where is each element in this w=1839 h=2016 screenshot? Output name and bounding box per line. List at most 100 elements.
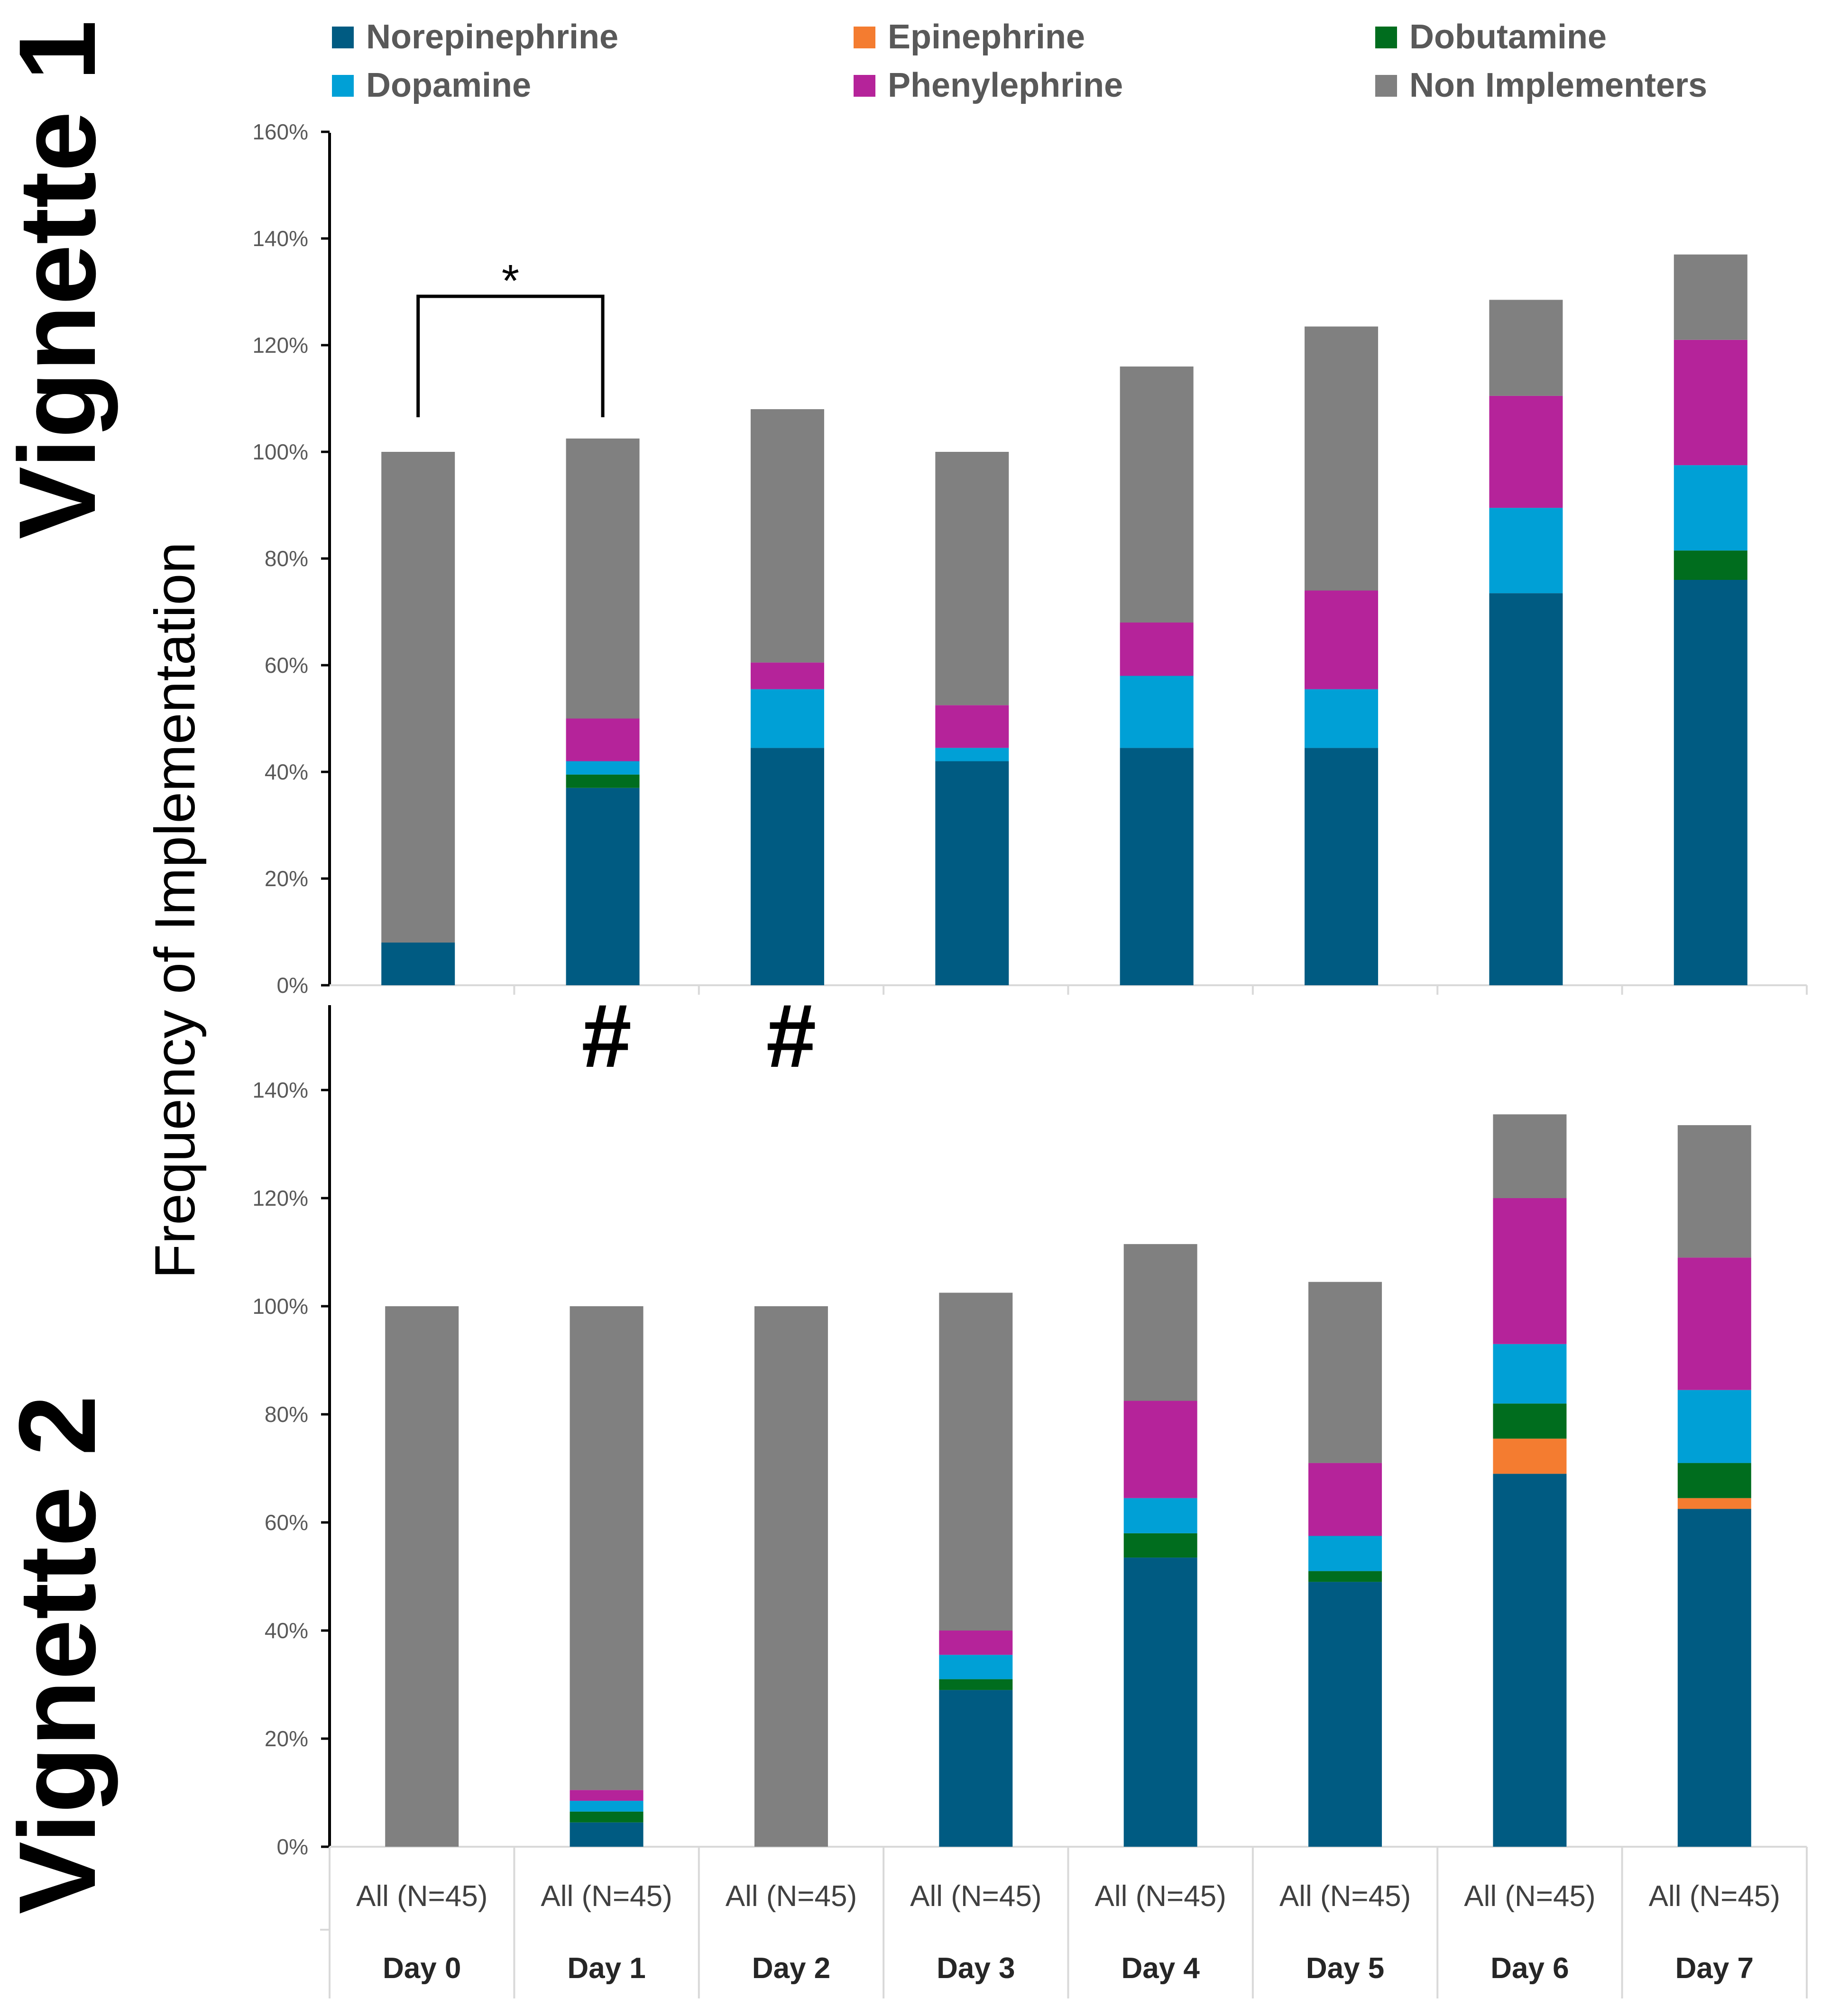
v2-y-tick-label: 140% xyxy=(252,1078,308,1102)
legend-swatch-phenylephrine xyxy=(854,75,875,97)
hash-mark-day-2: # xyxy=(766,986,817,1086)
legend: Norepinephrine Epinephrine Dobutamine Dopam… xyxy=(332,18,1707,104)
legend-swatch-dobutamine xyxy=(1375,27,1397,48)
v1-bar-day-6-norepinephrine xyxy=(1489,593,1563,985)
v2-y-tick-label: 0% xyxy=(277,1834,308,1859)
v1-bar-day-2-phenylephrine xyxy=(750,662,824,689)
v2-bar-day-6-phenylephrine xyxy=(1493,1198,1567,1344)
v1-bar-day-2-non-implementers xyxy=(750,409,824,663)
v1-bar-day-1-dopamine xyxy=(566,761,640,775)
significance-bracket xyxy=(416,294,605,417)
vignette-2-title: Vignette 2 xyxy=(0,1395,118,1915)
v2-bar-day-7-dopamine xyxy=(1677,1390,1751,1463)
v1-y-tick-label: 140% xyxy=(252,226,308,251)
category-label-day-6: Day 6 xyxy=(1490,1952,1569,1985)
vignette-1-panel: 0% 20% 40% 60% 80% 100% 120% 140% 160% xyxy=(252,119,1808,998)
legend-label-dobutamine: Dobutamine xyxy=(1409,18,1607,56)
vignette-2-panel: 0% 20% 40% 60% 80% 100% 120% 140% xyxy=(252,1005,1807,1859)
v2-bar-day-3-dopamine xyxy=(939,1655,1013,1679)
v1-bar-day-1-norepinephrine xyxy=(566,788,640,985)
category-label-day-2: Day 2 xyxy=(752,1952,830,1985)
category-label-day-7: Day 7 xyxy=(1675,1952,1754,1985)
v1-y-tick-label: 20% xyxy=(265,866,308,891)
legend-label-epinephrine: Epinephrine xyxy=(888,18,1085,56)
v1-bar-day-3-non-implementers xyxy=(935,452,1009,706)
category-sublabel-day-7: All (N=45) xyxy=(1649,1880,1780,1913)
hash-mark-day-1: # xyxy=(581,986,632,1086)
category-label-day-4: Day 4 xyxy=(1121,1952,1200,1985)
v2-bar-day-6-dopamine xyxy=(1493,1344,1567,1404)
v1-y-tick-label: 60% xyxy=(265,653,308,678)
legend-label-dopamine: Dopamine xyxy=(366,66,531,104)
v2-bar-day-7-phenylephrine xyxy=(1677,1257,1751,1390)
category-label-day-3: Day 3 xyxy=(937,1952,1015,1985)
v1-y-tick-label: 160% xyxy=(252,119,308,144)
v2-bar-day-1-non-implementers xyxy=(570,1306,644,1790)
v2-bar-day-4-non-implementers xyxy=(1123,1244,1197,1401)
v1-bar-day-6-dopamine xyxy=(1489,508,1563,594)
v2-bar-day-3-phenylephrine xyxy=(939,1631,1013,1655)
v2-bar-day-4-norepinephrine xyxy=(1123,1558,1197,1847)
v2-y-tick-label: 60% xyxy=(265,1510,308,1535)
category-label-day-0: Day 0 xyxy=(383,1952,461,1985)
v1-bar-day-3-dopamine xyxy=(935,748,1009,761)
v2-bar-day-4-dobutamine xyxy=(1123,1533,1197,1558)
category-label-day-1: Day 1 xyxy=(567,1952,645,1985)
v1-y-tick-label: 120% xyxy=(252,333,308,357)
v2-y-tick-label: 40% xyxy=(265,1618,308,1643)
v1-bar-day-5-phenylephrine xyxy=(1305,590,1379,689)
category-axis: All (N=45) Day 0 All (N=45) Day 1 All (N=45)… xyxy=(320,1847,1808,1998)
v1-bar-day-7-dobutamine xyxy=(1673,550,1747,580)
v2-bar-day-0-non-implementers xyxy=(385,1306,459,1847)
legend-label-norepinephrine: Norepinephrine xyxy=(366,18,618,56)
v1-bar-day-3-phenylephrine xyxy=(935,705,1009,748)
v2-bar-day-6-non-implementers xyxy=(1493,1114,1567,1198)
v1-bar-day-3-norepinephrine xyxy=(935,761,1009,985)
annotations: * # # xyxy=(416,256,817,1086)
v1-bar-day-5-dopamine xyxy=(1305,689,1379,748)
vignette-1-title: Vignette 1 xyxy=(0,20,118,540)
v1-y-tick-label: 0% xyxy=(277,973,308,998)
category-sublabel-day-5: All (N=45) xyxy=(1279,1880,1411,1913)
category-sublabel-day-6: All (N=45) xyxy=(1464,1880,1595,1913)
legend-label-non-implementers: Non Implementers xyxy=(1409,66,1707,104)
v1-bar-day-5-non-implementers xyxy=(1305,326,1379,591)
v1-bar-day-7-dopamine xyxy=(1673,465,1747,551)
legend-label-phenylephrine: Phenylephrine xyxy=(888,66,1123,104)
category-sublabel-day-3: All (N=45) xyxy=(910,1880,1041,1913)
v1-bar-day-4-dopamine xyxy=(1120,676,1194,748)
v2-bar-day-7-dobutamine xyxy=(1677,1463,1751,1498)
v2-bar-day-5-non-implementers xyxy=(1308,1282,1382,1463)
v2-bar-day-1-phenylephrine xyxy=(570,1790,644,1801)
v1-bar-day-1-dobutamine xyxy=(566,774,640,788)
v1-bar-day-1-non-implementers xyxy=(566,438,640,719)
v2-bar-day-1-norepinephrine xyxy=(570,1822,644,1847)
v2-bar-day-1-dopamine xyxy=(570,1801,644,1812)
v2-bar-day-7-epinephrine xyxy=(1677,1498,1751,1509)
v1-bar-day-2-norepinephrine xyxy=(750,748,824,985)
v2-y-tick-label: 100% xyxy=(252,1294,308,1319)
v1-bar-day-4-norepinephrine xyxy=(1120,748,1194,985)
category-sublabel-day-1: All (N=45) xyxy=(541,1880,672,1913)
v1-y-tick-label: 100% xyxy=(252,440,308,464)
v1-y-tick-label: 80% xyxy=(265,546,308,571)
y-axis-label: Frequency of Implementation xyxy=(143,542,207,1279)
v1-bar-day-1-phenylephrine xyxy=(566,718,640,761)
v1-bar-day-0-norepinephrine xyxy=(381,943,455,985)
category-sublabel-day-2: All (N=45) xyxy=(726,1880,857,1913)
legend-swatch-norepinephrine xyxy=(332,27,354,48)
v1-y-tick-label: 40% xyxy=(265,760,308,784)
v2-bar-day-3-dobutamine xyxy=(939,1679,1013,1690)
v2-bar-day-6-norepinephrine xyxy=(1493,1474,1567,1847)
v2-y-tick-label: 120% xyxy=(252,1186,308,1210)
v1-bar-day-4-phenylephrine xyxy=(1120,623,1194,676)
category-sublabel-day-0: All (N=45) xyxy=(356,1880,487,1913)
v2-bar-day-5-dopamine xyxy=(1308,1536,1382,1571)
v2-bar-day-2-non-implementers xyxy=(754,1306,828,1847)
v1-bar-day-6-non-implementers xyxy=(1489,300,1563,396)
legend-swatch-dopamine xyxy=(332,75,354,97)
v2-bar-day-5-dobutamine xyxy=(1308,1571,1382,1582)
v1-bar-day-0-non-implementers xyxy=(381,452,455,943)
v2-bar-day-5-norepinephrine xyxy=(1308,1582,1382,1847)
